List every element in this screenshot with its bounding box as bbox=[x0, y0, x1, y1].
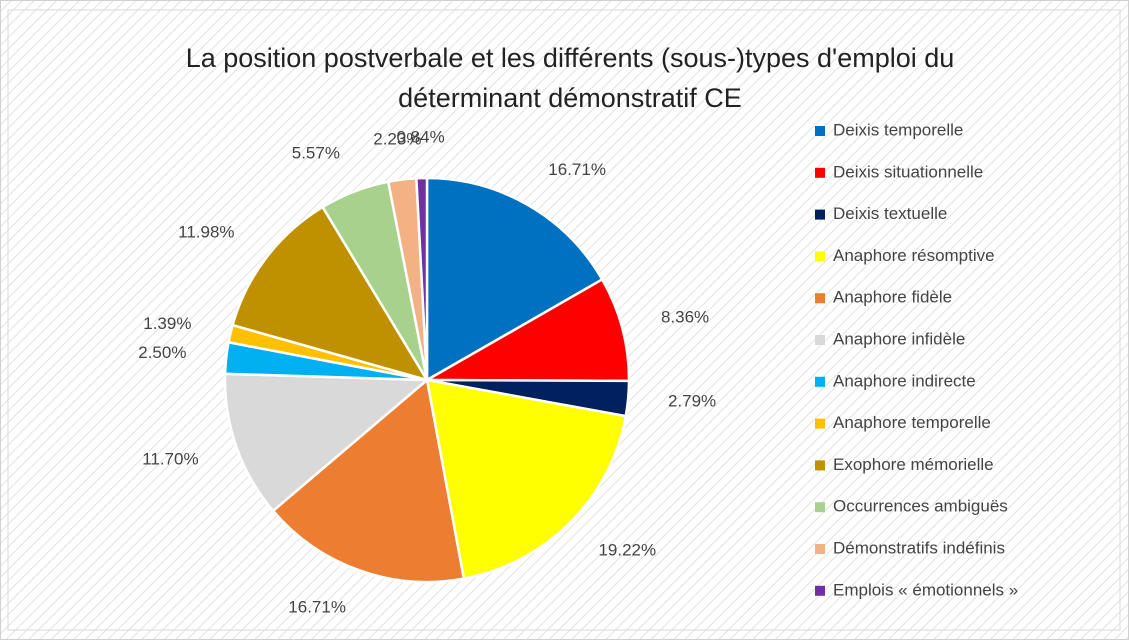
data-label: 8.36% bbox=[661, 308, 709, 327]
data-label: 19.22% bbox=[598, 540, 656, 559]
legend-swatch bbox=[815, 335, 825, 345]
pie-slice bbox=[425, 176, 604, 383]
data-label: 11.98% bbox=[178, 223, 234, 242]
legend-swatch bbox=[815, 418, 825, 429]
legend-label: Exophore mémorielle bbox=[833, 455, 994, 474]
legend-label: Occurrences ambiguës bbox=[833, 497, 1008, 516]
legend-swatch bbox=[815, 585, 825, 596]
plot-border bbox=[7, 9, 1121, 631]
data-label: 2.23% bbox=[373, 129, 421, 148]
pie-slice bbox=[415, 176, 429, 381]
legend-label: Deixis textuelle bbox=[833, 204, 947, 223]
legend-swatch bbox=[815, 460, 825, 471]
legend-swatch bbox=[815, 293, 825, 304]
pie-slice bbox=[422, 277, 631, 383]
data-label: 2.79% bbox=[668, 392, 716, 411]
legend-swatch bbox=[815, 209, 825, 220]
data-label: 1.39% bbox=[143, 314, 191, 333]
pie-slice bbox=[425, 378, 628, 581]
pie-slice bbox=[231, 205, 430, 383]
data-label: 5.57% bbox=[292, 144, 340, 163]
pie-slice bbox=[271, 377, 466, 584]
legend-label: Anaphore résomptive bbox=[833, 246, 995, 265]
legend-label: Anaphore fidèle bbox=[833, 288, 952, 307]
legend-swatch bbox=[815, 502, 825, 513]
legend-label: Anaphore indirecte bbox=[833, 371, 976, 390]
legend-label: Deixis temporelle bbox=[833, 120, 963, 139]
legend-swatch bbox=[815, 251, 825, 262]
chart-title: La position postverbale et les différent… bbox=[185, 43, 955, 113]
legend-label: Deixis situationnelle bbox=[833, 162, 983, 181]
data-label: 11.70% bbox=[142, 449, 198, 468]
pie-slice bbox=[223, 372, 431, 513]
legend-swatch bbox=[815, 126, 825, 136]
legend-label: Anaphore temporelle bbox=[833, 413, 991, 432]
data-label: 0.84% bbox=[397, 128, 445, 147]
data-label: 16.71% bbox=[288, 598, 346, 617]
legend-swatch bbox=[815, 376, 825, 387]
legend-swatch bbox=[815, 544, 825, 554]
legend-swatch bbox=[815, 167, 825, 178]
legend-label: Anaphore infidèle bbox=[833, 329, 965, 348]
legend-label: Démonstratifs indéfinis bbox=[833, 538, 1005, 557]
legend-label: Emplois « émotionnels » bbox=[833, 580, 1018, 599]
data-label: 2.50% bbox=[138, 343, 186, 362]
data-label: 16.71% bbox=[548, 160, 606, 179]
